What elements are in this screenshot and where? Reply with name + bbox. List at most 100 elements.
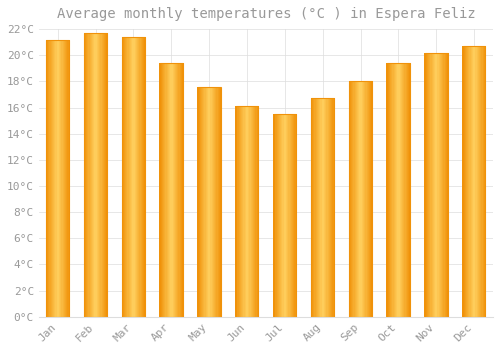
Bar bbox=[286, 114, 288, 317]
Bar bbox=[395, 63, 396, 317]
Bar bbox=[166, 63, 168, 317]
Bar bbox=[360, 81, 361, 317]
Bar bbox=[258, 106, 260, 317]
Bar bbox=[242, 106, 244, 317]
Bar bbox=[425, 52, 448, 317]
Bar bbox=[330, 98, 332, 317]
Bar bbox=[204, 86, 206, 317]
Bar bbox=[430, 52, 432, 317]
Bar bbox=[218, 86, 220, 317]
Bar bbox=[392, 63, 394, 317]
Bar bbox=[46, 40, 48, 317]
Bar bbox=[252, 106, 254, 317]
Bar bbox=[404, 63, 406, 317]
Bar bbox=[162, 63, 164, 317]
Bar bbox=[132, 37, 134, 317]
Bar bbox=[441, 52, 442, 317]
Bar bbox=[137, 37, 138, 317]
Bar bbox=[236, 106, 258, 317]
Bar bbox=[360, 81, 362, 317]
Bar bbox=[406, 63, 407, 317]
Bar bbox=[201, 86, 202, 317]
Bar bbox=[218, 86, 219, 317]
Bar bbox=[250, 106, 251, 317]
Bar bbox=[362, 81, 364, 317]
Bar bbox=[87, 33, 89, 317]
Bar bbox=[296, 114, 297, 317]
Bar bbox=[236, 106, 238, 317]
Bar bbox=[370, 81, 372, 317]
Bar bbox=[56, 40, 57, 317]
Bar bbox=[105, 33, 106, 317]
Bar bbox=[366, 81, 367, 317]
Bar bbox=[160, 63, 161, 317]
Bar bbox=[328, 98, 330, 317]
Bar bbox=[122, 37, 124, 317]
Bar bbox=[476, 46, 477, 317]
Bar bbox=[467, 46, 468, 317]
Bar bbox=[322, 98, 324, 317]
Bar bbox=[394, 63, 395, 317]
Bar bbox=[138, 37, 140, 317]
Bar bbox=[318, 98, 320, 317]
Bar bbox=[235, 106, 236, 317]
Bar bbox=[358, 81, 360, 317]
Bar bbox=[317, 98, 318, 317]
Bar bbox=[58, 40, 59, 317]
Bar bbox=[254, 106, 256, 317]
Bar bbox=[369, 81, 370, 317]
Bar bbox=[178, 63, 179, 317]
Bar bbox=[241, 106, 242, 317]
Bar bbox=[256, 106, 257, 317]
Bar bbox=[466, 46, 468, 317]
Bar bbox=[285, 114, 286, 317]
Bar bbox=[476, 46, 478, 317]
Bar bbox=[122, 37, 145, 317]
Bar bbox=[436, 52, 438, 317]
Bar bbox=[181, 63, 182, 317]
Bar bbox=[426, 52, 428, 317]
Bar bbox=[388, 63, 389, 317]
Bar bbox=[403, 63, 404, 317]
Bar bbox=[68, 40, 70, 317]
Bar bbox=[62, 40, 63, 317]
Bar bbox=[106, 33, 108, 317]
Bar bbox=[104, 33, 106, 317]
Bar bbox=[434, 52, 436, 317]
Bar bbox=[442, 52, 444, 317]
Bar bbox=[312, 98, 314, 317]
Bar bbox=[128, 37, 129, 317]
Bar bbox=[368, 81, 370, 317]
Bar bbox=[143, 37, 144, 317]
Bar bbox=[246, 106, 248, 317]
Bar bbox=[292, 114, 294, 317]
Bar bbox=[140, 37, 141, 317]
Bar bbox=[213, 86, 214, 317]
Bar bbox=[166, 63, 167, 317]
Bar bbox=[313, 98, 314, 317]
Bar bbox=[206, 86, 207, 317]
Bar bbox=[273, 114, 274, 317]
Bar bbox=[244, 106, 246, 317]
Bar bbox=[240, 106, 242, 317]
Bar bbox=[68, 40, 69, 317]
Bar bbox=[438, 52, 439, 317]
Bar bbox=[215, 86, 216, 317]
Bar bbox=[357, 81, 358, 317]
Bar bbox=[326, 98, 328, 317]
Bar bbox=[247, 106, 248, 317]
Bar bbox=[324, 98, 326, 317]
Bar bbox=[88, 33, 90, 317]
Bar bbox=[409, 63, 410, 317]
Bar bbox=[348, 81, 350, 317]
Bar bbox=[50, 40, 51, 317]
Bar bbox=[278, 114, 279, 317]
Bar bbox=[485, 46, 486, 317]
Bar bbox=[48, 40, 50, 317]
Bar bbox=[350, 81, 352, 317]
Bar bbox=[248, 106, 250, 317]
Bar bbox=[163, 63, 164, 317]
Bar bbox=[164, 63, 166, 317]
Bar bbox=[366, 81, 368, 317]
Bar bbox=[92, 33, 94, 317]
